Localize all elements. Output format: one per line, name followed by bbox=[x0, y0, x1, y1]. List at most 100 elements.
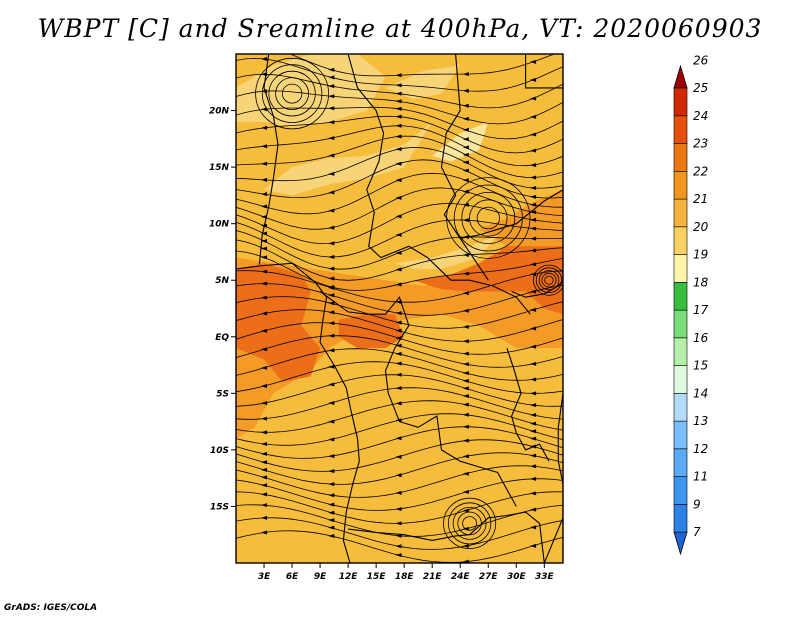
colorbar-label: 26 bbox=[693, 53, 709, 67]
streamline-arrow bbox=[530, 307, 537, 312]
streamline-arrow bbox=[530, 344, 537, 349]
streamline-arrow bbox=[530, 248, 537, 253]
colorbar-arrow-high bbox=[673, 64, 688, 89]
streamline-arrow bbox=[328, 310, 335, 315]
streamline-arrow bbox=[328, 419, 335, 424]
streamline-arrow bbox=[462, 386, 469, 391]
streamline-arrow bbox=[261, 384, 268, 389]
streamline-arrow bbox=[261, 192, 268, 197]
streamline-arrow bbox=[530, 543, 537, 548]
streamline-arrow bbox=[462, 160, 469, 165]
streamline-arrow bbox=[328, 502, 335, 507]
streamline-arrow bbox=[530, 163, 537, 168]
streamline-arrow bbox=[328, 208, 335, 213]
y-tick-label: 15S bbox=[210, 502, 229, 512]
x-tick-label: 9E bbox=[314, 572, 327, 582]
x-tick-label: 3E bbox=[258, 572, 271, 582]
streamline-arrow bbox=[462, 291, 469, 296]
streamline-arrow bbox=[530, 236, 537, 241]
streamline-arrow bbox=[328, 67, 335, 72]
border-b bbox=[347, 54, 385, 259]
map-title: WBPT [C] and Sreamline at 400hPa, VT: 20… bbox=[37, 14, 763, 43]
latitude-axis: 20N 15N 10N 5N EQ 5S 10S 15S bbox=[209, 107, 236, 512]
streamline-arrow bbox=[462, 178, 469, 183]
colorbar-label: 22 bbox=[693, 164, 708, 178]
x-tick-label: 15E bbox=[367, 572, 387, 582]
circulation-ring bbox=[268, 70, 316, 117]
streamline-arrow bbox=[261, 246, 268, 251]
longitude-axis: 3E 6E 9E 12E 15E 18E 21E 24E 27E 30E 33E bbox=[258, 563, 555, 582]
streamline-arrow bbox=[462, 544, 469, 549]
streamline-arrow bbox=[530, 421, 537, 426]
border-zambezi bbox=[469, 511, 545, 563]
streamline-arrow bbox=[530, 262, 537, 267]
streamline-arrow bbox=[328, 120, 335, 125]
colorbar-label: 16 bbox=[693, 331, 709, 345]
x-tick-label: 27E bbox=[479, 572, 499, 582]
streamline-arrow bbox=[328, 241, 335, 246]
streamline-arrow bbox=[328, 153, 335, 158]
x-tick-label: 18E bbox=[395, 572, 415, 582]
streamline-arrow bbox=[328, 293, 335, 298]
streamline-arrow bbox=[328, 75, 335, 80]
warm-band bbox=[236, 257, 563, 439]
streamline-arrow bbox=[395, 267, 402, 272]
streamline-arrow bbox=[530, 132, 537, 137]
streamline-arrow bbox=[261, 238, 268, 243]
y-tick-label: 10N bbox=[209, 220, 230, 230]
streamline-arrow bbox=[328, 266, 335, 271]
streamline-arrow bbox=[261, 125, 268, 130]
grads-credit: GrADS: IGES/COLA bbox=[4, 603, 98, 613]
colorbar-swatch bbox=[673, 337, 688, 366]
border-egypt bbox=[497, 54, 563, 89]
streamline-arrow bbox=[530, 185, 537, 190]
streamline-arrow bbox=[530, 403, 537, 408]
streamline-arrow bbox=[261, 492, 268, 497]
colorbar-label: 25 bbox=[693, 81, 708, 95]
streamline-arrow bbox=[395, 178, 402, 183]
colorbar-label: 20 bbox=[693, 220, 709, 234]
streamline-arrow bbox=[328, 321, 335, 326]
streamline-arrow bbox=[261, 451, 268, 456]
streamline-arrow bbox=[395, 361, 402, 366]
colorbar-label: 18 bbox=[693, 275, 709, 289]
colorbar-arrow-low bbox=[673, 531, 688, 556]
streamline-arrow bbox=[328, 348, 335, 353]
coastline-west bbox=[236, 262, 360, 563]
colorbar-swatch bbox=[673, 198, 688, 228]
streamline-arrow bbox=[395, 372, 402, 377]
colorbar-label: 13 bbox=[693, 414, 708, 428]
streamline-arrow bbox=[328, 225, 335, 230]
hot-congo bbox=[338, 314, 405, 349]
streamline-arrow bbox=[395, 134, 402, 139]
streamline-arrow bbox=[395, 123, 402, 128]
streamline-arrow bbox=[328, 94, 335, 99]
streamline-arrow bbox=[462, 308, 469, 313]
streamline-arrow bbox=[462, 394, 469, 399]
plot-frame bbox=[235, 53, 564, 564]
circulation-ring bbox=[469, 199, 508, 237]
border-south bbox=[348, 528, 470, 541]
streamline-arrow bbox=[462, 424, 469, 429]
streamline-arrow bbox=[395, 91, 402, 96]
streamline-arrow bbox=[328, 276, 335, 281]
streamline-arrow bbox=[328, 510, 335, 515]
colorbar-swatch bbox=[673, 281, 688, 311]
streamline-arrow bbox=[261, 204, 268, 209]
streamline-arrow bbox=[462, 471, 469, 476]
colorbar-swatch bbox=[673, 392, 688, 422]
streamline-arrow bbox=[328, 333, 335, 338]
streamline-arrow bbox=[395, 490, 402, 495]
x-tick-label: 24E bbox=[451, 572, 471, 582]
streamline-arrow bbox=[328, 437, 335, 442]
streamline-arrow bbox=[261, 269, 268, 274]
streamline-arrow bbox=[261, 475, 268, 480]
streamline-arrow bbox=[395, 282, 402, 287]
circulation-ring bbox=[452, 507, 487, 540]
streamline-arrow bbox=[530, 377, 537, 382]
streamline-arrow bbox=[530, 114, 537, 119]
streamline-arrow bbox=[395, 473, 402, 478]
streamline-arrow bbox=[261, 255, 268, 260]
x-tick-label: 33E bbox=[535, 572, 555, 582]
